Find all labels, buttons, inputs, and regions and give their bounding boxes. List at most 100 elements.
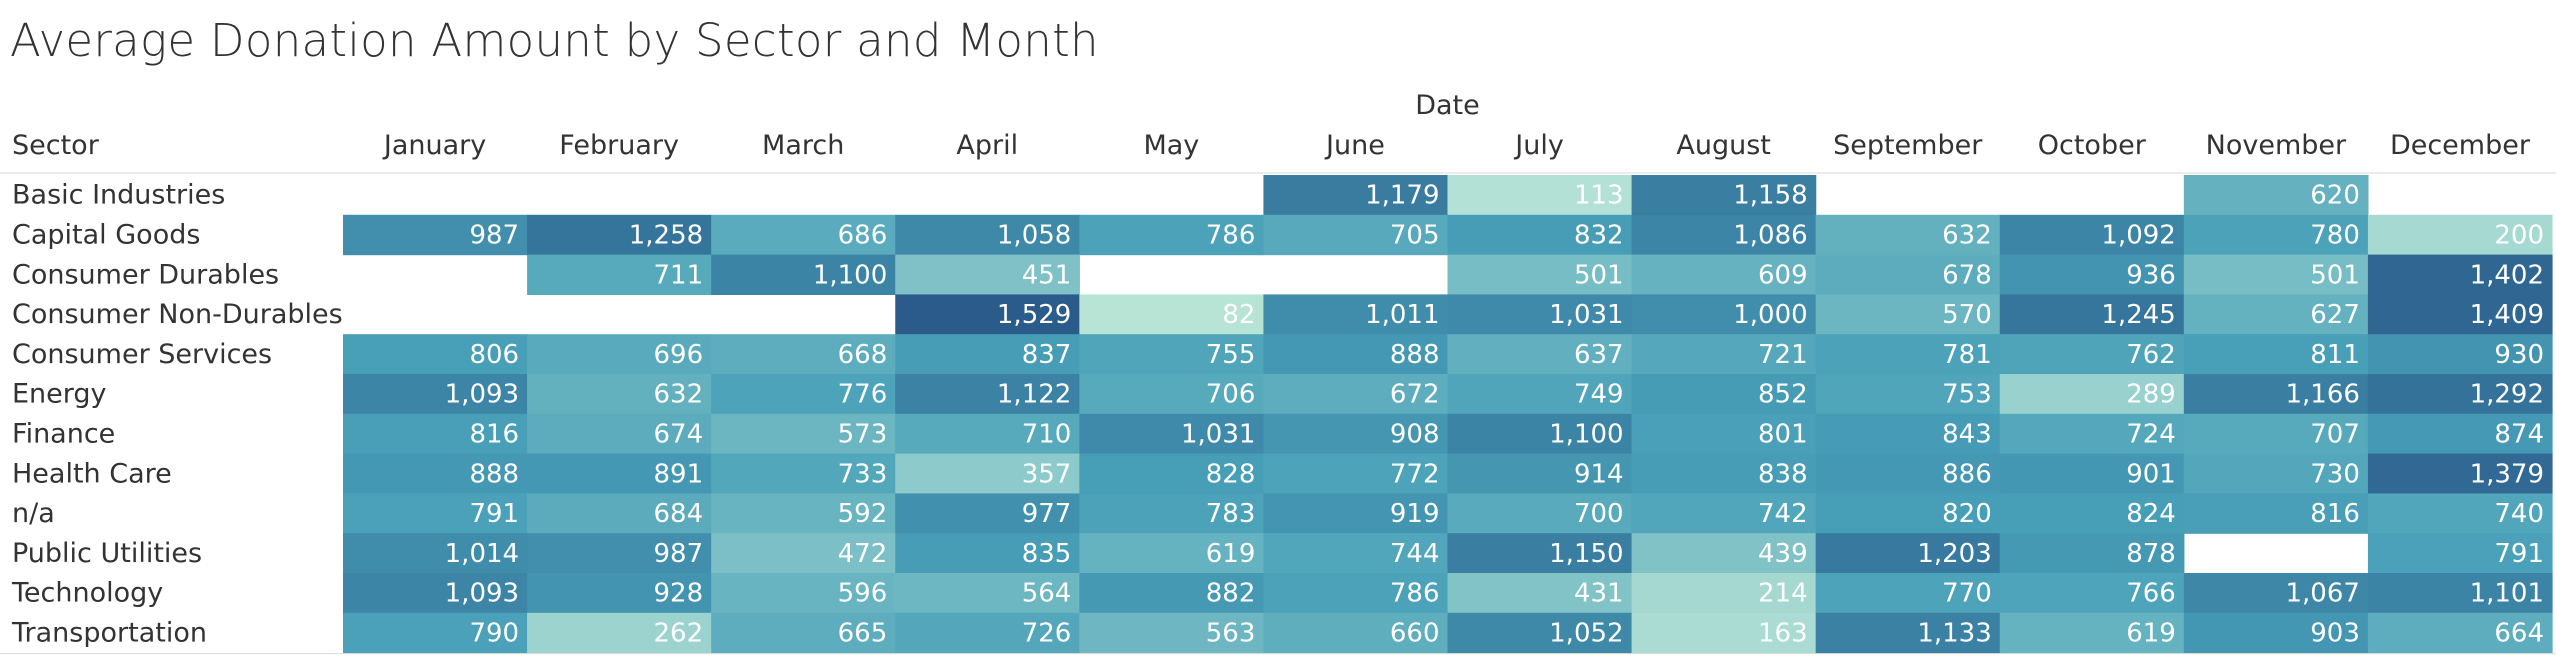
heatmap-cell: [2183, 175, 2369, 216]
cell-value: 753: [1942, 380, 1992, 410]
heatmap-cell: [1263, 612, 1449, 654]
row-label: Consumer Services: [12, 339, 272, 370]
heatmap-cell: [1815, 453, 2001, 494]
cell-value: 806: [469, 340, 519, 370]
heatmap-cell: [527, 374, 712, 415]
heatmap-cell: [1631, 533, 1817, 574]
cell-value: 987: [654, 539, 704, 569]
row-label: n/a: [12, 498, 55, 529]
row-label: Consumer Non-Durables: [12, 299, 343, 330]
row-label: Public Utilities: [12, 538, 202, 569]
column-header: December: [2390, 130, 2531, 161]
cell-value: 1,093: [445, 579, 519, 609]
cell-value: 852: [1758, 380, 1808, 410]
cell-value: 82: [1222, 300, 1255, 330]
heatmap-cell: [343, 413, 528, 455]
cell-value: 987: [469, 220, 519, 250]
heatmap-cell: [1815, 573, 2001, 614]
heatmap-cell: [1815, 294, 2001, 335]
column-header: April: [956, 130, 1018, 161]
cell-value: 733: [838, 459, 888, 489]
heatmap-cell: [2367, 413, 2553, 455]
cell-value: 886: [1942, 459, 1992, 489]
cell-value: 1,092: [2101, 220, 2175, 250]
heatmap-cell: [1447, 453, 1633, 494]
heatmap-cell: [527, 612, 712, 654]
cell-value: 1,031: [1549, 300, 1623, 330]
heatmap-cell: [343, 533, 528, 574]
heatmap-cell: [1631, 453, 1817, 494]
heatmap-cell: [1999, 493, 2185, 534]
cell-value: 564: [1022, 579, 1072, 609]
heatmap-cell: [343, 612, 528, 654]
heatmap-cell: [1447, 573, 1633, 614]
cell-value: 783: [1206, 499, 1256, 529]
heatmap-cell: [1079, 294, 1265, 335]
cell-value: 262: [654, 618, 704, 648]
cell-value: 1,203: [1917, 539, 1991, 569]
cell-value: 1,100: [813, 260, 887, 290]
heatmap-cell: [2183, 612, 2369, 654]
cell-value: 781: [1942, 340, 1992, 370]
cell-value: 888: [1390, 340, 1440, 370]
heatmap-cell: [1079, 334, 1265, 375]
column-header: November: [2206, 130, 2347, 161]
heatmap-cell: [2183, 294, 2369, 335]
heatmap-cell: [1815, 612, 2001, 654]
cell-value: 563: [1206, 618, 1256, 648]
row-label: Health Care: [12, 458, 172, 489]
cell-value: 1,067: [2285, 579, 2359, 609]
heatmap-cell: [1999, 413, 2185, 455]
heatmap-cell: [1263, 573, 1449, 614]
heatmap-cell: [895, 214, 1080, 256]
heatmap-cell: [1631, 573, 1817, 614]
cell-value: 838: [1758, 459, 1808, 489]
heatmap-cell: [527, 214, 712, 256]
cell-value: 705: [1390, 220, 1440, 250]
cell-value: 596: [838, 579, 888, 609]
heatmap-cell: [1631, 612, 1817, 654]
heatmap-cell: [1999, 254, 2185, 295]
heatmap-cell: [895, 453, 1080, 494]
heatmap-cell: [343, 453, 528, 494]
heatmap-cell: [1263, 175, 1449, 216]
row-label: Energy: [12, 379, 107, 410]
column-header: August: [1676, 130, 1771, 161]
heatmap-cell: [1079, 413, 1265, 455]
cell-value: 1,101: [2470, 579, 2544, 609]
column-header: October: [2038, 130, 2147, 161]
cell-value: 837: [1022, 340, 1072, 370]
heatmap-cell: [1447, 612, 1633, 654]
heatmap-cell: [1815, 254, 2001, 295]
cell-value: 696: [654, 340, 704, 370]
cell-value: 1,093: [445, 380, 519, 410]
cell-value: 786: [1206, 220, 1256, 250]
cell-value: 619: [1206, 539, 1256, 569]
heatmap-cell: [895, 334, 1080, 375]
cell-value: 1,292: [2470, 380, 2544, 410]
heatmap-cell: [1631, 493, 1817, 534]
cell-value: 1,100: [1549, 419, 1623, 449]
cell-value: 891: [654, 459, 704, 489]
cell-value: 928: [654, 579, 704, 609]
column-header: January: [382, 130, 486, 161]
heatmap-cell: [1631, 413, 1817, 455]
cell-value: 786: [1390, 579, 1440, 609]
heatmap-cell: [343, 374, 528, 415]
heatmap-cell: [1263, 294, 1449, 335]
cell-value: 431: [1574, 579, 1624, 609]
cell-value: 740: [2494, 499, 2544, 529]
cell-value: 707: [2310, 419, 2360, 449]
cell-value: 1,379: [2470, 459, 2544, 489]
cell-value: 730: [2310, 459, 2360, 489]
heatmap-cell: [1263, 334, 1449, 375]
heatmap-cell: [527, 493, 712, 534]
heatmap-cell: [343, 493, 528, 534]
column-header: June: [1324, 130, 1385, 161]
heatmap-cell: [895, 612, 1080, 654]
row-label: Basic Industries: [12, 180, 225, 211]
heatmap-cell: [895, 254, 1080, 295]
heatmap-cell: [1631, 334, 1817, 375]
column-header: September: [1833, 130, 1983, 161]
heatmap-cell: [1631, 175, 1817, 216]
